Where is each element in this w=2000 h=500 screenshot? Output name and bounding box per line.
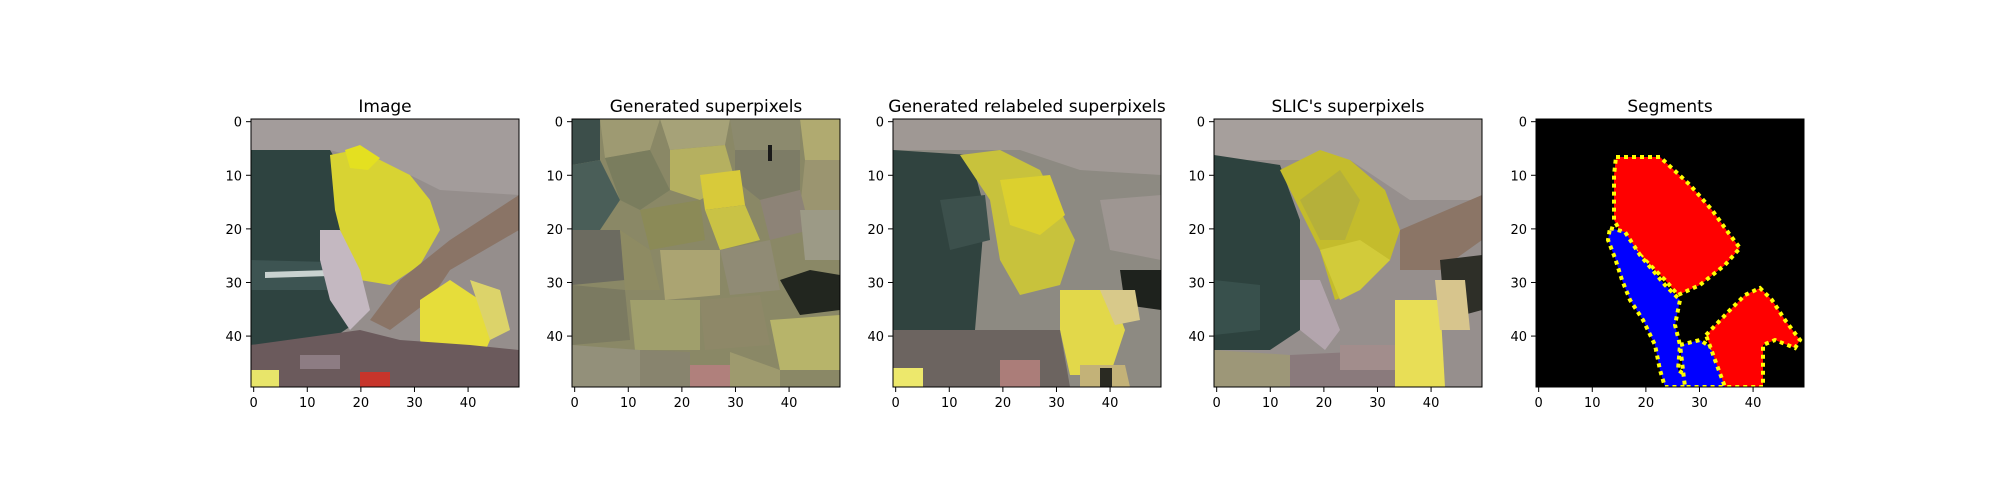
- y-tick-label: 0: [555, 116, 563, 131]
- x-tick-label: 20: [674, 396, 691, 411]
- x-tick-label: 0: [892, 396, 900, 411]
- axes-frame: [892, 118, 1162, 388]
- x-tick-label: 10: [299, 396, 316, 411]
- y-tick-label: 40: [867, 330, 884, 345]
- x-tick-label: 10: [620, 396, 637, 411]
- x-axis: 0 10 20 30 40: [1535, 387, 1762, 411]
- y-tick-label: 20: [1510, 223, 1527, 238]
- panel-slic-superpixels: SLIC's superpixels 0 10 20 30 40 0 10 20 30 40: [1188, 97, 1483, 411]
- x-tick-label: 20: [1316, 396, 1333, 411]
- x-tick-label: 20: [1638, 396, 1655, 411]
- y-tick-label: 30: [546, 276, 563, 291]
- axes-frame: [571, 118, 841, 388]
- x-tick-label: 30: [406, 396, 423, 411]
- y-tick-label: 0: [1519, 116, 1527, 131]
- y-tick-label: 40: [546, 330, 563, 345]
- y-axis: 0 10 20 30 40: [867, 116, 893, 345]
- y-tick-label: 20: [225, 223, 242, 238]
- y-tick-label: 10: [225, 169, 242, 184]
- x-tick-label: 30: [1369, 396, 1386, 411]
- y-tick-label: 40: [1188, 330, 1205, 345]
- x-tick-label: 0: [571, 396, 579, 411]
- image-raster: [1214, 119, 1482, 387]
- y-axis: 0 10 20 30 40: [546, 116, 572, 345]
- y-tick-label: 0: [1197, 116, 1205, 131]
- y-axis: 0 10 20 30 40: [1188, 116, 1214, 345]
- panel-title: Segments: [1627, 97, 1713, 117]
- x-axis: 0 10 20 30 40: [1213, 387, 1440, 411]
- y-tick-label: 10: [1188, 169, 1205, 184]
- x-axis: 0 10 20 30 40: [571, 387, 798, 411]
- x-tick-label: 10: [1584, 396, 1601, 411]
- y-tick-label: 20: [546, 223, 563, 238]
- panel-title: SLIC's superpixels: [1271, 97, 1424, 117]
- x-tick-label: 0: [250, 396, 258, 411]
- x-tick-label: 20: [353, 396, 370, 411]
- panel-title: Generated superpixels: [610, 97, 803, 117]
- x-tick-label: 10: [941, 396, 958, 411]
- x-tick-label: 40: [1423, 396, 1440, 411]
- x-tick-label: 0: [1213, 396, 1221, 411]
- x-tick-label: 40: [460, 396, 477, 411]
- y-tick-label: 10: [867, 169, 884, 184]
- panel-generated-superpixels: Generated superpixels: [546, 97, 841, 411]
- x-axis: 0 10 20 30 40: [250, 387, 477, 411]
- y-axis: 0 10 20 30 40: [225, 116, 251, 345]
- x-tick-label: 30: [1048, 396, 1065, 411]
- x-tick-label: 40: [1745, 396, 1762, 411]
- x-tick-label: 20: [995, 396, 1012, 411]
- x-tick-label: 40: [1102, 396, 1119, 411]
- axes-frame: [250, 118, 520, 388]
- panel-generated-relabeled-superpixels: Generated relabeled superpixels 0 10 20 30 4…: [867, 97, 1165, 411]
- y-axis: 0 10 20 30 40: [1510, 116, 1536, 345]
- y-tick-label: 40: [225, 330, 242, 345]
- y-tick-label: 10: [1510, 169, 1527, 184]
- x-tick-label: 40: [781, 396, 798, 411]
- panel-title: Image: [358, 97, 411, 117]
- x-tick-label: 10: [1262, 396, 1279, 411]
- y-tick-label: 30: [867, 276, 884, 291]
- x-tick-label: 30: [1691, 396, 1708, 411]
- x-axis: 0 10 20 30 40: [892, 387, 1119, 411]
- image-raster: [1536, 119, 1804, 387]
- panel-segments: Segments 0 10 20 30 40 0 10 20 30 40: [1510, 97, 1805, 411]
- y-tick-label: 20: [1188, 223, 1205, 238]
- image-raster: [251, 119, 519, 387]
- y-tick-label: 20: [867, 223, 884, 238]
- x-tick-label: 0: [1535, 396, 1543, 411]
- y-tick-label: 0: [234, 116, 242, 131]
- axes-frame: [1213, 118, 1483, 388]
- y-tick-label: 0: [876, 116, 884, 131]
- y-tick-label: 10: [546, 169, 563, 184]
- axes-frame: [1535, 118, 1805, 388]
- y-tick-label: 30: [1188, 276, 1205, 291]
- image-raster: [893, 119, 1161, 387]
- y-tick-label: 30: [225, 276, 242, 291]
- x-tick-label: 30: [727, 396, 744, 411]
- y-tick-label: 40: [1510, 330, 1527, 345]
- panel-image: Image 0 10 20 30 40 0 10 20 30 40: [225, 97, 520, 411]
- y-tick-label: 30: [1510, 276, 1527, 291]
- panel-title: Generated relabeled superpixels: [888, 97, 1166, 117]
- image-raster: [572, 119, 840, 387]
